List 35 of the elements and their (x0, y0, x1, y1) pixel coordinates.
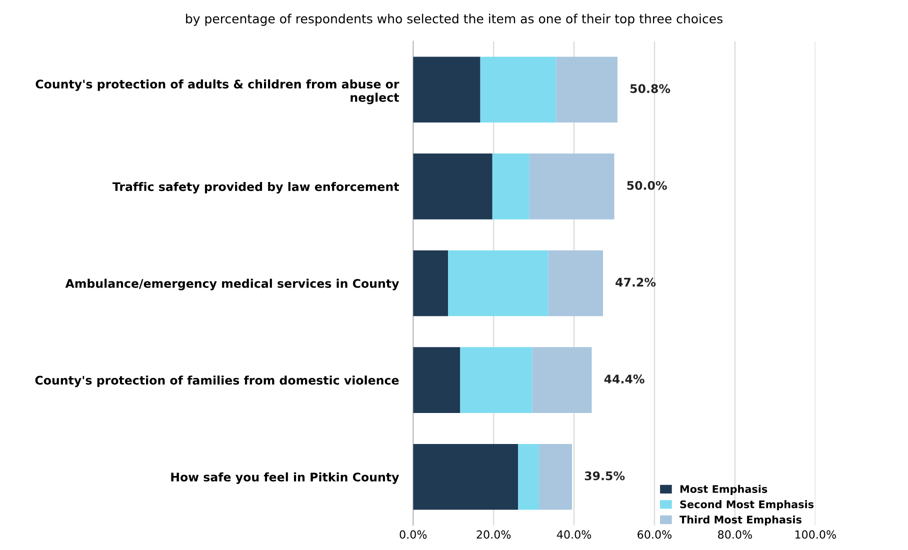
y-tick-label: How safe you feel in Pitkin County (171, 472, 400, 484)
bar (413, 250, 448, 316)
bar (413, 56, 480, 123)
bar (532, 347, 592, 413)
x-tick-label: 60.0% (638, 530, 672, 539)
bar (556, 56, 618, 123)
x-tick-label: 100.0% (795, 530, 836, 539)
total-label: 50.0% (627, 180, 667, 190)
chart-title: by percentage of respondents who selected the item as one of their top three choices (186, 14, 722, 26)
bar (413, 347, 460, 413)
bar (413, 154, 492, 220)
bar (480, 56, 556, 123)
x-tick-label: 80.0% (718, 530, 752, 539)
total-label: 39.5% (584, 471, 625, 480)
bar (518, 444, 540, 510)
total-label: 50.8% (630, 84, 670, 94)
bar (539, 444, 572, 510)
bar (448, 250, 548, 316)
x-tick-label: 20.0% (476, 530, 511, 539)
y-tick-label: County's protection of families from domestic violence (35, 376, 399, 388)
bar (460, 347, 532, 413)
bar (548, 250, 603, 316)
total-label: 47.2% (616, 278, 656, 287)
x-tick-label: 0.0% (400, 530, 427, 539)
bar (413, 444, 518, 510)
legend-label: Most Emphasis (680, 484, 768, 495)
bar (492, 154, 530, 220)
legend-label: Second Most Emphasis (680, 500, 814, 510)
total-label: 44.4% (604, 374, 644, 384)
x-tick-label: 40.0% (556, 530, 592, 539)
legend-label: Third Most Emphasis (680, 515, 802, 526)
bar (529, 154, 614, 220)
y-tick-label: Ambulance/emergency medical services in County (65, 278, 400, 290)
y-tick-label: County's protection of adults & children from abuse or neglect (36, 79, 400, 104)
y-tick-label: Traffic safety provided by law enforcement (112, 182, 399, 194)
